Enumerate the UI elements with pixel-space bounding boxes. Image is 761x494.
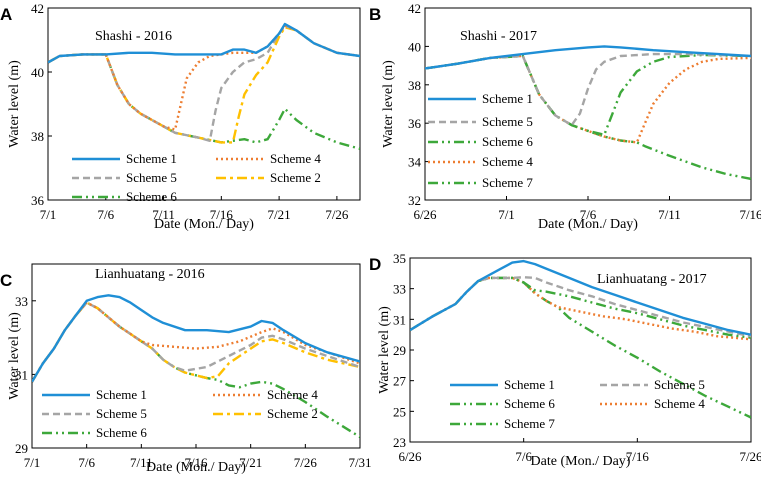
x-tick-label: 7/26	[294, 455, 318, 470]
y-tick-label: 31	[393, 312, 406, 327]
legend-label: Scheme 5	[482, 114, 533, 129]
panel-d: D Lianhuatang - 2017 23 25 27 29 31 33 35 6/26 7/6…	[369, 251, 761, 469]
legend-label: Scheme 1	[482, 91, 533, 106]
legend-label: Scheme 2	[270, 170, 321, 185]
series-line-scheme-4	[48, 24, 360, 131]
x-tick-label: 7/11	[658, 207, 681, 222]
x-tick-label: 7/16	[626, 449, 650, 464]
legend-label: Scheme 6	[504, 396, 555, 411]
x-axis-label: Date (Mon./ Day)	[531, 454, 631, 469]
y-tick-label: 29	[393, 343, 406, 358]
y-tick-label: 40	[408, 39, 421, 54]
x-axis-label: Date (Mon./ Day)	[538, 217, 638, 232]
series-line-scheme-1	[425, 45, 751, 70]
y-tick-label: 38	[31, 129, 44, 144]
x-tick-label: 7/6	[580, 207, 597, 222]
series-line-scheme-1	[410, 259, 751, 336]
y-tick-label: 42	[408, 1, 421, 16]
legend-label: Scheme 6	[126, 189, 177, 204]
legend-label: Scheme 2	[267, 406, 318, 421]
y-tick-label: 34	[408, 155, 422, 170]
y-axis-label: Water level (m)	[7, 60, 22, 148]
y-tick-label: 35	[393, 251, 406, 266]
panel-c: C Lianhuatang - 2016 29 31 33 7/1 7/6 7/11 7/16 7…	[0, 263, 372, 475]
chart-title: Shashi - 2017	[460, 29, 537, 44]
legend-label: Scheme 7	[504, 416, 555, 431]
y-tick-label: 36	[408, 116, 422, 131]
legend-label: Scheme 5	[126, 170, 177, 185]
y-axis-label: Water level (m)	[377, 306, 392, 394]
x-tick-label: 7/6	[78, 455, 95, 470]
panel-a: A Shashi - 2016 36 38 40 42 7/1 7/6 7/11 7/16 7/21…	[0, 1, 361, 232]
panel-letter: A	[0, 5, 12, 24]
y-tick-label: 33	[15, 294, 28, 309]
series-line-scheme-7	[410, 276, 751, 419]
legend-label: Scheme 6	[482, 134, 533, 149]
series-line-scheme-4	[410, 276, 751, 341]
legend-label: Scheme 4	[267, 387, 318, 402]
panel-letter: B	[369, 5, 381, 24]
panel-letter: D	[369, 255, 381, 274]
chart-title: Lianhuatang - 2017	[597, 272, 707, 287]
x-tick-label: 7/11	[130, 455, 153, 470]
x-tick-label: 7/26	[325, 207, 349, 222]
y-tick-label: 42	[31, 1, 44, 16]
legend-label: Scheme 4	[654, 396, 705, 411]
x-tick-label: 6/26	[413, 207, 437, 222]
y-tick-label: 32	[408, 193, 421, 208]
legend-label: Scheme 4	[270, 151, 321, 166]
y-axis-label: Water level (m)	[381, 60, 396, 148]
x-tick-label: 7/1	[498, 207, 515, 222]
x-tick-label: 7/6	[97, 207, 114, 222]
panel-b: B Shashi - 2017 32 34 36 38 40 42 6/26 7/1 7/6 7/11…	[369, 1, 761, 232]
y-tick-label: 40	[31, 65, 44, 80]
y-tick-label: 27	[393, 374, 407, 389]
series-line-scheme-1	[48, 22, 360, 64]
legend-label: Scheme 5	[654, 377, 705, 392]
x-tick-label: 7/21	[268, 207, 291, 222]
panel-letter: C	[0, 271, 12, 290]
legend-label: Scheme 1	[504, 377, 555, 392]
legend-label: Scheme 1	[96, 387, 147, 402]
y-tick-label: 23	[393, 435, 406, 450]
plot-frame	[47, 7, 361, 201]
chart-title: Lianhuatang - 2016	[95, 267, 205, 282]
y-tick-label: 33	[393, 282, 406, 297]
x-tick-label: 7/11	[152, 207, 175, 222]
x-tick-label: 7/1	[24, 455, 41, 470]
legend-label: Scheme 6	[96, 425, 147, 440]
x-tick-label: 7/16	[184, 455, 208, 470]
y-tick-label: 38	[408, 78, 421, 93]
series-line-scheme-4	[425, 54, 751, 144]
x-tick-label: 7/21	[239, 455, 262, 470]
y-tick-label: 29	[15, 441, 28, 456]
x-tick-label: 7/31	[348, 455, 371, 470]
y-axis-label: Water level (m)	[7, 312, 22, 400]
x-tick-label: 7/16	[739, 207, 761, 222]
y-tick-label: 25	[393, 404, 406, 419]
x-tick-label: 7/6	[515, 449, 532, 464]
x-axis-label: Date (Mon./ Day)	[146, 460, 246, 475]
x-tick-label: 7/16	[210, 207, 234, 222]
x-axis-label: Date (Mon./ Day)	[154, 217, 254, 232]
y-tick-label: 36	[31, 193, 45, 208]
legend-label: Scheme 4	[482, 154, 533, 169]
legend-label: Scheme 7	[482, 175, 533, 190]
series-line-scheme-5	[32, 301, 360, 383]
x-tick-label: 7/26	[739, 449, 761, 464]
legend-label: Scheme 1	[126, 151, 177, 166]
series-line-scheme-6	[410, 276, 751, 339]
chart-title: Shashi - 2016	[95, 29, 172, 44]
y-tick-label: 31	[15, 367, 28, 382]
series-line-scheme-1	[32, 294, 360, 383]
legend-label: Scheme 5	[96, 406, 147, 421]
x-tick-label: 6/26	[398, 449, 422, 464]
x-tick-label: 7/1	[40, 207, 57, 222]
